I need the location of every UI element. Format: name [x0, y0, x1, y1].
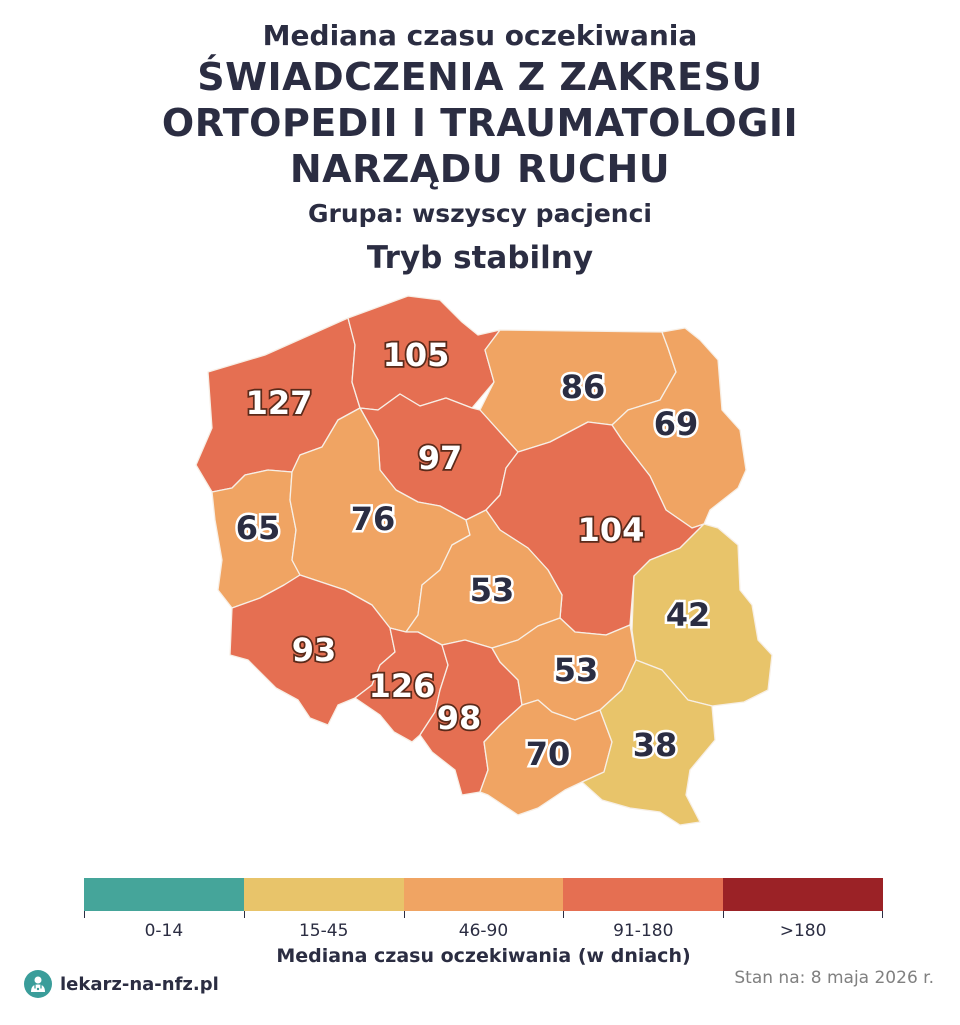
legend-swatch-91-180 — [563, 878, 724, 911]
subtitle-group: Grupa: wszyscy pacjenci — [308, 199, 652, 228]
value-label-wielkopolskie: 76 — [351, 500, 396, 538]
title-superscript: Mediana czasu oczekiwania — [262, 19, 698, 52]
legend-tick — [882, 911, 883, 918]
legend-label-over-180: >180 — [779, 921, 827, 941]
legend-label-46-90: 46-90 — [458, 921, 509, 941]
brand-name[interactable]: lekarz-na-nfz.pl — [60, 973, 219, 995]
title-block: Mediana czasu oczekiwania ŚWIADCZENIA Z … — [0, 18, 960, 278]
subtitle-mode: Tryb stabilny — [366, 240, 594, 276]
doctor-logo-icon — [24, 970, 52, 998]
value-label-podkarpackie: 38 — [633, 726, 678, 764]
data-date: Stan na: 8 maja 2026 r. — [734, 968, 934, 988]
value-label-warminsko-mazurskie: 86 — [561, 368, 606, 406]
legend-label-15-45: 15-45 — [298, 921, 349, 941]
legend-color-bar — [84, 878, 883, 911]
value-label-dolnoslaskie: 93 — [292, 631, 337, 669]
region-opolskie[interactable] — [354, 627, 449, 743]
regions-layer — [195, 295, 773, 826]
legend-swatch-46-90 — [403, 878, 564, 911]
value-label-lubuskie: 65 — [236, 509, 281, 547]
value-label-pomorskie: 105 — [383, 336, 450, 374]
doctor-glyph-icon — [31, 976, 45, 992]
value-label-opolskie: 126 — [369, 667, 436, 705]
value-label-zachodniopomorskie: 127 — [246, 384, 313, 422]
legend-swatch-0-14 — [84, 878, 244, 911]
legend-labels: 0-14 15-45 46-90 91-180 >180 — [84, 921, 883, 941]
brand[interactable]: lekarz-na-nfz.pl — [24, 970, 219, 998]
legend-title: Mediana czasu oczekiwania (w dniach) — [276, 945, 691, 967]
value-label-lodzkie: 53 — [470, 571, 515, 609]
legend-label-91-180: 91-180 — [613, 921, 674, 941]
title-main-line-1: ŚWIADCZENIA Z ZAKRESU — [197, 55, 763, 99]
legend-tick — [563, 911, 565, 918]
value-label-podlaskie: 69 — [654, 405, 699, 443]
legend-ticks — [84, 911, 883, 919]
value-label-mazowieckie: 104 — [578, 511, 645, 549]
legend-swatch-over-180 — [723, 878, 883, 911]
region-lubelskie[interactable] — [631, 523, 773, 707]
value-label-lubelskie: 42 — [666, 596, 711, 634]
value-label-malopolskie: 70 — [526, 735, 571, 773]
region-malopolskie[interactable] — [479, 699, 613, 816]
region-podkarpackie[interactable] — [581, 659, 716, 826]
legend-tick — [403, 911, 405, 918]
title-main-line-3: NARZĄDU RUCHU — [289, 147, 671, 191]
value-label-swietokrzyskie: 53 — [554, 651, 599, 689]
legend-tick — [723, 911, 725, 918]
legend-tick — [243, 911, 245, 918]
legend-label-0-14: 0-14 — [144, 921, 184, 941]
legend-tick — [84, 911, 85, 918]
value-label-slaskie: 98 — [437, 699, 482, 737]
region-value-labels: 127 105 86 69 97 65 76 104 53 42 93 126 … — [233, 334, 713, 775]
title-main-line-2: ORTOPEDII I TRAUMATOLOGII — [161, 101, 799, 145]
value-label-kujawsko-pomorskie: 97 — [418, 439, 463, 477]
color-legend: 0-14 15-45 46-90 91-180 >180 Mediana cza… — [84, 878, 883, 967]
legend-swatch-15-45 — [243, 878, 404, 911]
